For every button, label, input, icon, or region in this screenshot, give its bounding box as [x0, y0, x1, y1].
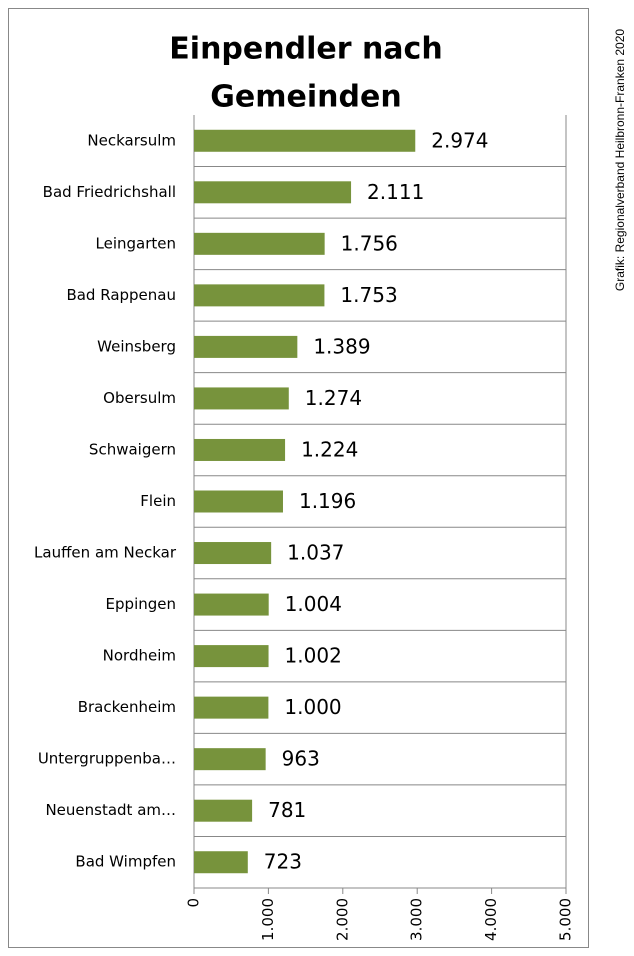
value-label: 2.111 [367, 180, 424, 204]
y-tick-label: Leingarten [96, 234, 177, 252]
bar [194, 438, 286, 461]
value-label: 1.274 [305, 386, 362, 410]
bar [194, 490, 283, 513]
bar [194, 181, 352, 204]
bar [194, 799, 253, 822]
y-tick-label: Schwaigern [89, 440, 176, 458]
value-label: 1.196 [299, 489, 356, 513]
x-tick-label: 2.000 [333, 898, 351, 941]
value-label: 1.389 [313, 334, 370, 358]
bar [194, 542, 272, 565]
value-label: 1.224 [301, 437, 358, 461]
x-tick-label: 5.000 [557, 898, 575, 941]
value-label: 781 [268, 798, 306, 822]
value-label: 723 [264, 850, 302, 874]
y-tick-label: Lauffen am Neckar [34, 544, 177, 562]
bar [194, 232, 325, 255]
chart-title: Einpendler nach [169, 32, 442, 67]
y-tick-label: Bad Rappenau [66, 286, 176, 304]
value-label: 1.004 [285, 592, 342, 616]
x-tick-label: 0 [185, 898, 203, 908]
bar [194, 593, 269, 616]
bar [194, 748, 266, 771]
x-tick-label: 1.000 [259, 898, 277, 941]
bar [194, 335, 298, 358]
x-tick-label: 4.000 [482, 898, 500, 941]
y-tick-label: Bad Friedrichshall [43, 183, 176, 201]
y-tick-label: Eppingen [106, 595, 176, 613]
y-tick-label: Obersulm [103, 389, 176, 407]
bar [194, 387, 289, 410]
y-tick-label: Nordheim [103, 647, 176, 665]
chart-frame [8, 8, 589, 948]
y-tick-label: Bad Wimpfen [75, 853, 176, 871]
y-tick-label: Neckarsulm [87, 131, 176, 149]
value-label: 1.000 [284, 695, 341, 719]
y-tick-label: Brackenheim [78, 698, 176, 716]
value-label: 1.756 [341, 231, 398, 255]
x-tick-label: 3.000 [408, 898, 426, 941]
y-tick-label: Weinsberg [97, 337, 176, 355]
bar [194, 645, 269, 668]
value-label: 1.002 [285, 644, 342, 668]
chart-title: Gemeinden [210, 80, 401, 115]
bar [194, 851, 248, 874]
bar [194, 284, 325, 307]
value-label: 2.974 [431, 128, 488, 152]
bar [194, 129, 416, 152]
value-label: 1.753 [340, 283, 397, 307]
credit: Grafik: Regionalverband Heilbronn-Franke… [613, 29, 627, 291]
y-tick-label: Flein [140, 492, 176, 510]
y-tick-label: Neuenstadt am… [45, 801, 176, 819]
value-label: 963 [282, 747, 320, 771]
y-tick-label: Untergruppenba… [38, 750, 176, 768]
bar [194, 696, 269, 719]
value-label: 1.037 [287, 541, 344, 565]
